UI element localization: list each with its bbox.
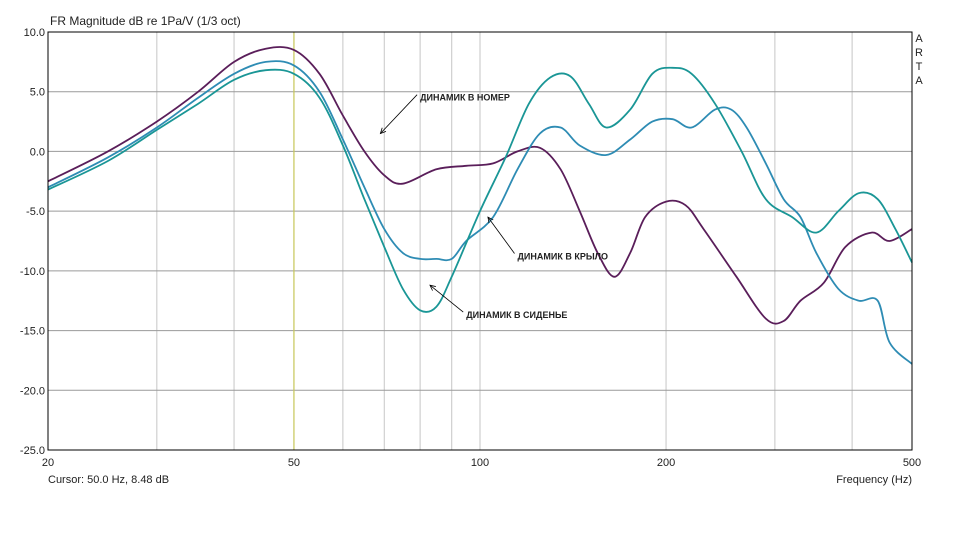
annotation-arrow [380, 94, 418, 134]
x-tick-label: 50 [288, 457, 300, 469]
annotation-arrow [487, 216, 515, 254]
y-tick-label: -5.0 [26, 206, 45, 218]
side-label-letter: A [915, 33, 923, 45]
y-tick-label: -20.0 [20, 385, 45, 397]
y-tick-label: 0.0 [30, 146, 45, 158]
side-label-letter: T [916, 61, 923, 73]
annotation-arrow [429, 284, 464, 313]
y-tick-label: -25.0 [20, 445, 45, 457]
series-layer [47, 46, 913, 365]
annotation-arrowhead [429, 284, 436, 291]
annotation-arrowhead [487, 216, 494, 224]
series-line-1 [47, 46, 913, 325]
x-axis-label: Frequency (Hz) [836, 474, 912, 486]
ticks-layer: 10.0 5.0 0.0 -5.0 -10.0 -15.0 -20.0 -25.020 50 10… [20, 27, 921, 469]
side-label-letter: R [915, 47, 923, 59]
y-tick-label: -10.0 [20, 266, 45, 278]
x-tick-label: 500 [903, 457, 921, 469]
cursor-readout: Cursor: 50.0 Hz, 8.48 dB [48, 474, 169, 486]
chart-title: FR Magnitude dB re 1Pa/V (1/3 oct) [50, 14, 241, 28]
x-tick-label: 200 [657, 457, 675, 469]
annotation-label: ДИНАМИК В СИДЕНЬЕ [466, 310, 567, 320]
x-tick-label: 20 [42, 457, 54, 469]
series-line-2 [47, 60, 913, 365]
series-line-3 [47, 66, 913, 313]
y-tick-label: -15.0 [20, 326, 45, 338]
x-tick-label: 100 [471, 457, 489, 469]
y-tick-label: 10.0 [24, 27, 45, 39]
annotation-label: ДИНАМИК В НОМЕР [420, 93, 510, 103]
side-label-letter: A [915, 75, 923, 87]
annotation-layer: ДИНАМИК В НОМЕР ДИНАМИК В КРЫЛО ДИНАМИК В … [379, 93, 608, 320]
annotation-arrowhead [379, 127, 387, 135]
y-tick-label: 5.0 [30, 87, 45, 99]
plot-frame [47, 31, 913, 451]
annotation-label: ДИНАМИК В КРЫЛО [518, 252, 608, 262]
